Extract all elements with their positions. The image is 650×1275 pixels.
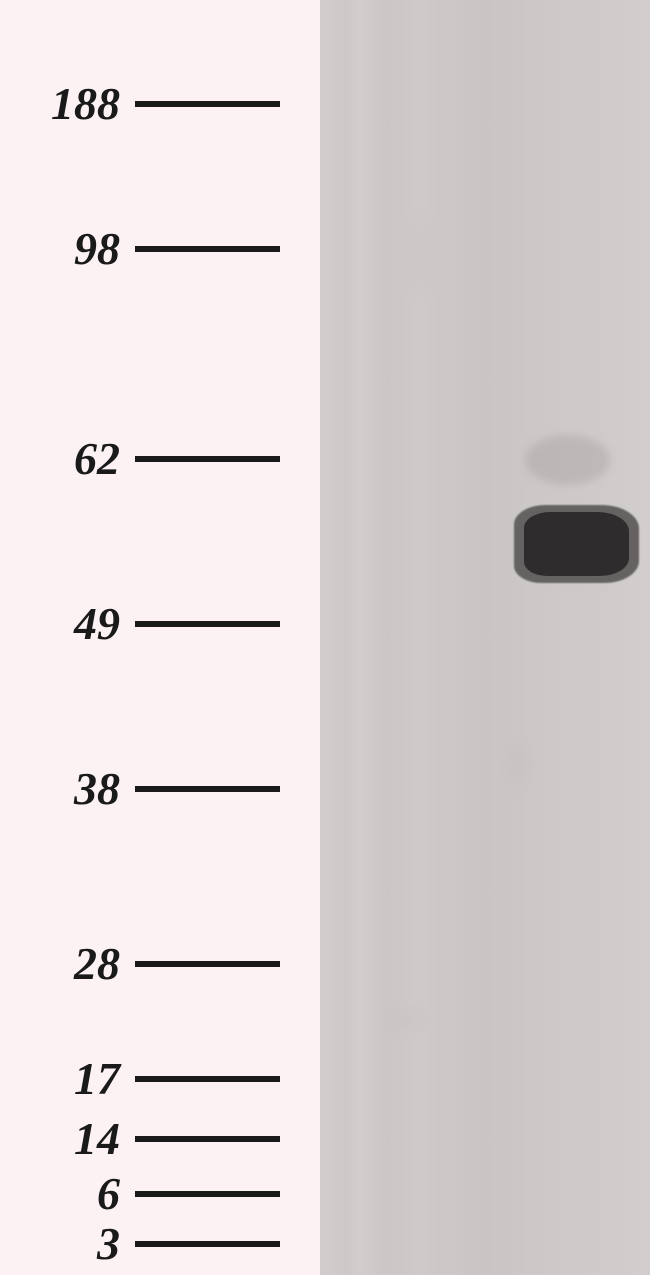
marker-62: 62: [0, 432, 320, 485]
blot-panel: [320, 0, 650, 1275]
marker-label: 38: [0, 762, 135, 815]
marker-tick: [135, 621, 280, 627]
marker-label: 188: [0, 77, 135, 130]
marker-tick: [135, 961, 280, 967]
marker-17: 17: [0, 1052, 320, 1105]
marker-label: 17: [0, 1052, 135, 1105]
marker-label: 28: [0, 937, 135, 990]
marker-tick: [135, 456, 280, 462]
marker-6: 6: [0, 1167, 320, 1220]
marker-label: 14: [0, 1112, 135, 1165]
marker-tick: [135, 1241, 280, 1247]
marker-tick: [135, 1191, 280, 1197]
marker-98: 98: [0, 222, 320, 275]
marker-tick: [135, 786, 280, 792]
marker-label: 3: [0, 1217, 135, 1270]
ladder-panel: 188 98 62 49 38 28 17 14 6 3: [0, 0, 320, 1275]
marker-tick: [135, 1136, 280, 1142]
marker-3: 3: [0, 1217, 320, 1270]
marker-label: 49: [0, 597, 135, 650]
marker-38: 38: [0, 762, 320, 815]
marker-tick: [135, 1076, 280, 1082]
marker-28: 28: [0, 937, 320, 990]
marker-label: 62: [0, 432, 135, 485]
marker-49: 49: [0, 597, 320, 650]
marker-tick: [135, 101, 280, 107]
marker-label: 6: [0, 1167, 135, 1220]
band-main-core: [524, 512, 629, 576]
blot-background-noise: [320, 0, 650, 1275]
marker-tick: [135, 246, 280, 252]
faint-smudge: [525, 435, 610, 485]
marker-188: 188: [0, 77, 320, 130]
marker-14: 14: [0, 1112, 320, 1165]
marker-label: 98: [0, 222, 135, 275]
